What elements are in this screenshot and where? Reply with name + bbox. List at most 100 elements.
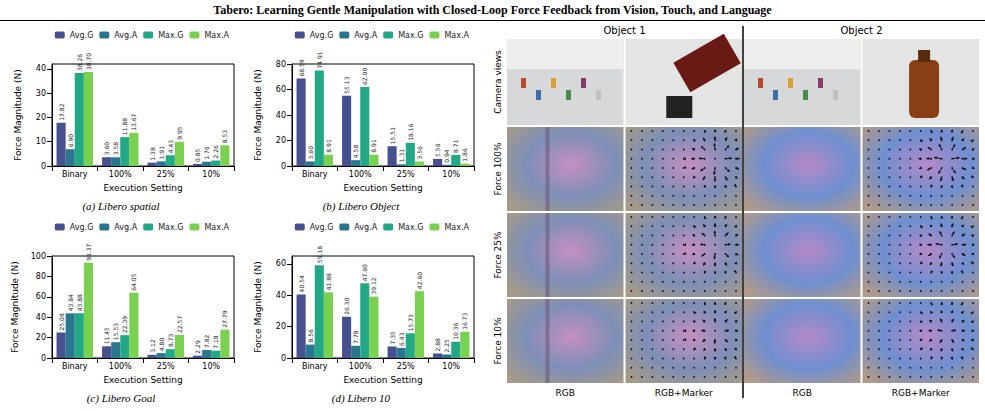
svg-text:80: 80 <box>276 60 286 69</box>
svg-text:0: 0 <box>281 162 286 171</box>
svg-text:100: 100 <box>31 252 46 261</box>
svg-text:100%: 100% <box>349 362 372 371</box>
svg-text:47.60: 47.60 <box>361 264 368 281</box>
svg-text:13.67: 13.67 <box>130 113 137 130</box>
svg-text:9.95: 9.95 <box>176 126 183 140</box>
svg-text:16.73: 16.73 <box>461 312 468 329</box>
svg-text:Avg.A: Avg.A <box>354 223 377 232</box>
svg-text:Avg.G: Avg.G <box>310 31 334 40</box>
svg-text:Max.A: Max.A <box>444 223 469 232</box>
svg-text:3.58: 3.58 <box>112 142 119 156</box>
svg-text:25%: 25% <box>157 170 175 179</box>
svg-text:43.84: 43.84 <box>67 294 74 311</box>
svg-text:Binary: Binary <box>62 170 88 179</box>
svg-text:4.80: 4.80 <box>158 338 165 352</box>
svg-text:4.43: 4.43 <box>167 140 174 154</box>
svg-text:10: 10 <box>36 137 46 146</box>
svg-text:43.88: 43.88 <box>76 294 83 311</box>
svg-text:Force 25%: Force 25% <box>493 231 503 279</box>
svg-text:Max.G: Max.G <box>158 223 183 232</box>
svg-text:26.30: 26.30 <box>343 297 350 314</box>
svg-text:0.85: 0.85 <box>194 148 201 162</box>
svg-text:Object 1: Object 1 <box>603 25 645 36</box>
svg-text:7.78: 7.78 <box>352 330 359 344</box>
svg-text:41.88: 41.88 <box>325 273 332 290</box>
svg-text:Binary: Binary <box>302 170 328 179</box>
svg-text:10%: 10% <box>442 362 460 371</box>
svg-text:25%: 25% <box>157 362 175 371</box>
svg-text:38.70: 38.70 <box>85 53 92 70</box>
svg-text:15.53: 15.53 <box>112 323 119 340</box>
svg-text:3.12: 3.12 <box>149 339 156 353</box>
svg-text:Force Magnitude (N): Force Magnitude (N) <box>13 69 23 161</box>
svg-text:74.91: 74.91 <box>316 51 323 68</box>
svg-text:10%: 10% <box>202 170 220 179</box>
svg-text:Max.G: Max.G <box>158 31 183 40</box>
svg-text:Force Magnitude (N): Force Magnitude (N) <box>253 261 263 353</box>
svg-text:20: 20 <box>36 333 46 342</box>
svg-text:1.91: 1.91 <box>158 146 165 160</box>
svg-text:22.57: 22.57 <box>176 316 183 333</box>
svg-text:8.56: 8.56 <box>307 329 314 343</box>
svg-text:0: 0 <box>41 354 46 363</box>
svg-text:2.26: 2.26 <box>212 145 219 159</box>
svg-text:7.35: 7.35 <box>389 331 396 345</box>
svg-text:Force 100%: Force 100% <box>493 142 503 195</box>
svg-text:27.79: 27.79 <box>221 310 228 327</box>
svg-text:60: 60 <box>36 292 46 301</box>
svg-text:Avg.A: Avg.A <box>114 223 137 232</box>
svg-text:40.54: 40.54 <box>298 275 305 292</box>
svg-text:20: 20 <box>276 322 286 331</box>
svg-text:42.60: 42.60 <box>416 272 423 289</box>
svg-text:Max.A: Max.A <box>204 31 229 40</box>
svg-text:100%: 100% <box>109 170 132 179</box>
svg-text:1.38: 1.38 <box>149 147 156 161</box>
svg-text:80: 80 <box>36 272 46 281</box>
svg-text:1.86: 1.86 <box>461 148 468 162</box>
svg-text:Avg.G: Avg.G <box>310 223 334 232</box>
svg-text:25%: 25% <box>397 362 415 371</box>
svg-text:40: 40 <box>276 291 286 300</box>
svg-text:11.88: 11.88 <box>121 118 128 135</box>
svg-text:20: 20 <box>276 136 286 145</box>
svg-text:6.43: 6.43 <box>398 332 405 346</box>
svg-text:15.51: 15.51 <box>389 127 396 144</box>
svg-text:68.59: 68.59 <box>298 59 305 76</box>
svg-text:8.73: 8.73 <box>167 334 174 348</box>
svg-text:11.45: 11.45 <box>103 327 110 344</box>
svg-text:0: 0 <box>281 354 286 363</box>
svg-text:Binary: Binary <box>302 362 328 371</box>
svg-text:Force Magnitude (N): Force Magnitude (N) <box>253 69 263 161</box>
svg-text:2.25: 2.25 <box>443 339 450 353</box>
svg-text:7.82: 7.82 <box>203 334 210 348</box>
svg-text:Execution Setting: Execution Setting <box>103 183 182 193</box>
svg-text:20: 20 <box>36 113 46 122</box>
svg-text:Max.G: Max.G <box>398 31 423 40</box>
svg-text:64.05: 64.05 <box>130 273 137 290</box>
svg-text:39.12: 39.12 <box>370 277 377 294</box>
svg-text:25%: 25% <box>397 170 415 179</box>
svg-text:60: 60 <box>276 259 286 268</box>
svg-text:RGB: RGB <box>793 388 812 398</box>
svg-text:Force 10%: Force 10% <box>493 317 503 365</box>
svg-text:7.18: 7.18 <box>212 335 219 349</box>
svg-text:93.37: 93.37 <box>85 243 92 260</box>
svg-text:RGB: RGB <box>556 388 575 398</box>
svg-text:Binary: Binary <box>62 362 88 371</box>
svg-text:6.90: 6.90 <box>67 134 74 148</box>
svg-text:25.08: 25.08 <box>58 313 65 330</box>
svg-text:22.39: 22.39 <box>121 316 128 333</box>
svg-text:Execution Setting: Execution Setting <box>343 183 422 193</box>
svg-text:Execution Setting: Execution Setting <box>103 375 182 385</box>
svg-text:38.26: 38.26 <box>76 54 83 71</box>
svg-text:59.18: 59.18 <box>316 246 323 263</box>
svg-text:100%: 100% <box>109 362 132 371</box>
svg-text:18.16: 18.16 <box>407 123 414 140</box>
svg-text:30: 30 <box>36 89 46 98</box>
svg-text:1.76: 1.76 <box>203 146 210 160</box>
svg-text:40: 40 <box>36 313 46 322</box>
svg-text:100%: 100% <box>349 170 372 179</box>
svg-text:0: 0 <box>41 162 46 171</box>
svg-text:Avg.G: Avg.G <box>70 31 94 40</box>
svg-text:Max.A: Max.A <box>204 223 229 232</box>
